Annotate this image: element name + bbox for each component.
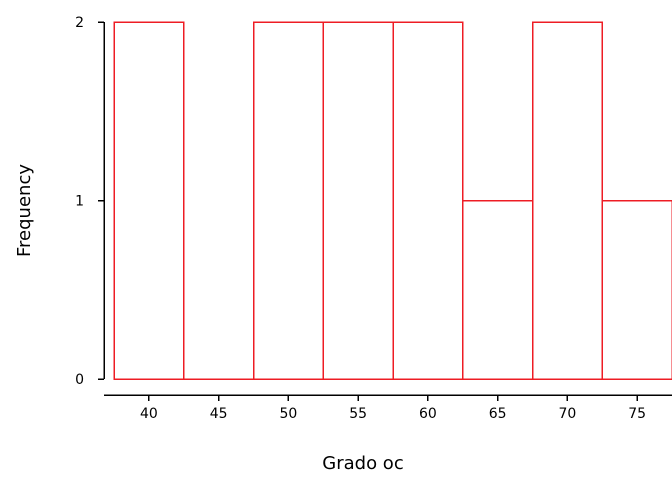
histogram-bar-6 (531, 21, 603, 380)
x-tick-label: 55 (349, 406, 367, 422)
x-tick-label: 40 (140, 406, 158, 422)
x-axis-title: Grado oc (322, 453, 403, 474)
histogram-bar-5 (462, 199, 534, 380)
histogram-bar-0 (113, 21, 185, 380)
x-tick-label: 65 (489, 406, 507, 422)
y-tick-label: 1 (75, 194, 84, 210)
histogram-bar-4 (392, 21, 464, 380)
histogram-bar-2 (252, 21, 324, 380)
y-tick-label: 2 (75, 15, 84, 31)
x-tick-label: 50 (279, 406, 297, 422)
y-axis-title: Frequency (14, 164, 35, 257)
histogram-bar-3 (322, 21, 394, 380)
x-tick-label: 60 (419, 406, 437, 422)
histogram-bar-7 (601, 199, 672, 380)
x-tick-label: 75 (628, 406, 646, 422)
bars-layer (113, 21, 672, 380)
y-tick-label: 0 (75, 372, 84, 388)
x-tick-label: 70 (558, 406, 576, 422)
axes-layer: 0 1 2 40 45 50 55 60 65 70 75 (75, 15, 672, 422)
x-tick-label: 45 (210, 406, 228, 422)
